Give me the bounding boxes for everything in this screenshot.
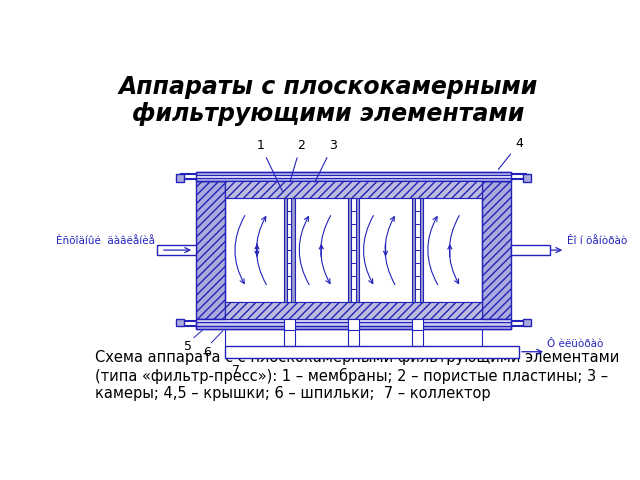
Bar (225, 198, 482, 302)
Bar (284, 319, 294, 330)
Bar (196, 181, 225, 319)
Bar (196, 171, 511, 175)
Text: Èñõîäíûé  äàâëåíèå: Èñõîäíûé äàâëåíèå (56, 236, 155, 246)
Bar (356, 198, 359, 302)
Text: Êî í öåíòðàò: Êî í öåíòðàò (566, 236, 627, 246)
Bar (196, 323, 511, 325)
Bar (225, 302, 482, 319)
Bar (412, 198, 415, 302)
Bar (225, 346, 519, 358)
Text: 5: 5 (184, 340, 192, 353)
Text: Ô èëüòðàò: Ô èëüòðàò (547, 339, 604, 348)
Text: 7: 7 (232, 364, 241, 377)
Bar (412, 319, 423, 330)
Bar (225, 181, 482, 198)
Bar (482, 181, 511, 319)
Bar (176, 174, 184, 181)
Bar (196, 178, 511, 181)
Bar (348, 198, 351, 302)
Bar (348, 319, 359, 330)
Bar (420, 198, 423, 302)
Bar (511, 245, 550, 255)
Bar (523, 319, 531, 326)
Bar (157, 245, 196, 255)
Text: 3: 3 (315, 139, 337, 182)
Text: Схема аппарата с с плоскокамерными фильтрующими элементами
(типа «фильтр-пресс»): Схема аппарата с с плоскокамерными фильт… (95, 350, 620, 401)
Bar (482, 181, 511, 319)
Text: 2: 2 (290, 139, 305, 182)
Bar (196, 181, 225, 319)
Text: 1: 1 (257, 139, 282, 192)
Bar (523, 174, 531, 181)
Bar (176, 319, 184, 326)
Bar (284, 198, 287, 302)
Text: Аппараты с плоскокамерными
фильтрующими элементами: Аппараты с плоскокамерными фильтрующими … (118, 74, 538, 126)
Text: 6: 6 (203, 346, 211, 359)
Bar (291, 198, 294, 302)
Text: 4: 4 (499, 137, 523, 169)
Bar (196, 325, 511, 329)
